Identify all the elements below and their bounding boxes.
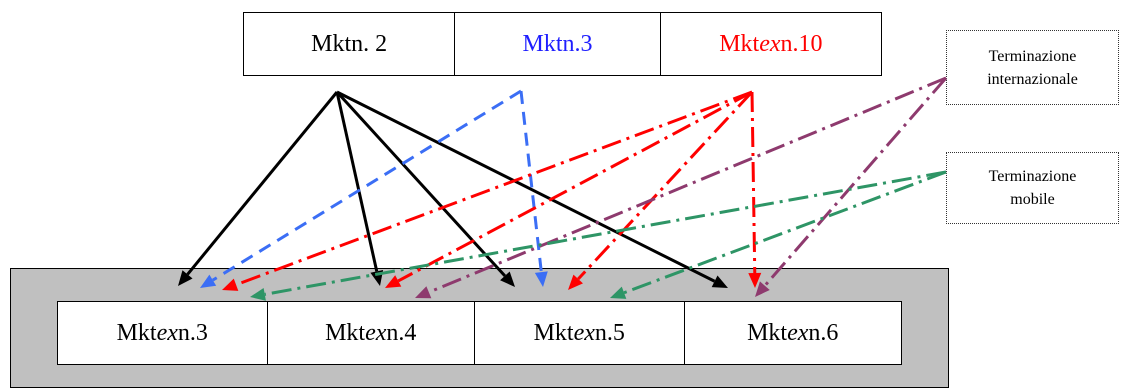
international-termination-note: Terminazione internazionale bbox=[946, 30, 1119, 105]
mktex10-to-ex6-arrow bbox=[748, 91, 762, 288]
bottom-markets-box: Mkt ex n.3 Mkt ex n.4 Mkt ex n.5 Mkt ex … bbox=[57, 301, 902, 365]
mkt3-to-ex5-arrow bbox=[519, 90, 548, 287]
mktex10-to-ex5-arrow bbox=[568, 90, 754, 290]
mkt2-to-ex4-arrow bbox=[335, 91, 384, 286]
mobile-to-ex3-arrow bbox=[250, 170, 947, 301]
mkt2-to-ex6-arrow bbox=[336, 90, 728, 288]
intl-to-ex4-arrow bbox=[415, 76, 947, 299]
bottom-market-ex-4: Mkt ex n.4 bbox=[266, 302, 475, 364]
mktex10-to-ex4-arrow bbox=[385, 90, 753, 288]
mkt3-to-ex3-arrow bbox=[200, 89, 522, 288]
top-market-2: Mkt n. 2 bbox=[311, 30, 388, 57]
top-market-3: Mkt n.3 bbox=[454, 13, 659, 75]
bottom-market-ex-5: Mkt ex n.5 bbox=[474, 302, 684, 364]
intl-to-ex6-arrow bbox=[755, 77, 948, 297]
mktex10-to-ex3-arrow bbox=[222, 90, 753, 291]
bottom-market-ex-6: Mkt ex n.6 bbox=[683, 302, 901, 364]
bottom-market-ex-3: Mkt ex n.3 bbox=[116, 319, 208, 346]
mkt2-to-ex5-arrow bbox=[335, 90, 515, 287]
mobile-termination-note: Terminazione mobile bbox=[946, 152, 1119, 224]
mkt2-to-ex3-arrow bbox=[178, 91, 339, 286]
mobile-to-ex5-arrow bbox=[610, 170, 947, 299]
top-market-ex-10: Mkt ex n.10 bbox=[659, 13, 881, 75]
top-markets-box: Mkt n. 2 Mkt n.3 Mkt ex n.10 bbox=[243, 12, 882, 76]
